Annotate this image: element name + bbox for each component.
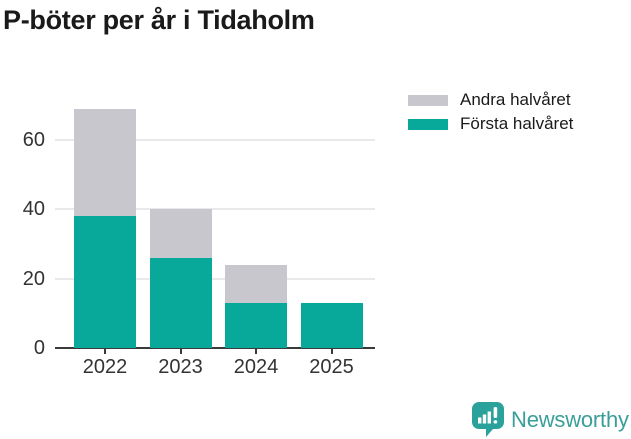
x-tick-mark — [104, 348, 106, 354]
bar-segment-2022-första-halvåret — [74, 216, 136, 348]
brand-name: Newsworthy — [511, 406, 629, 432]
legend: Andra halvåret Första halvåret — [408, 88, 573, 136]
legend-swatch-teal — [408, 118, 448, 130]
x-tick-mark — [179, 348, 182, 354]
legend-label: Första halvåret — [460, 114, 574, 133]
x-tick-mark — [330, 348, 333, 354]
x-axis-line — [55, 346, 375, 349]
bar-segment-2024-första-halvåret — [225, 302, 287, 348]
x-tick-mark — [255, 348, 257, 354]
x-tick-label: 2024 — [233, 356, 279, 378]
y-tick-label: 60 — [22, 129, 45, 152]
bar-segment-2024-andra-halvåret — [225, 264, 287, 303]
bar-segment-2025-första-halvåret — [300, 302, 363, 348]
y-tick-label: 40 — [22, 198, 45, 221]
grid-line — [55, 277, 375, 280]
bar-segment-2023-första-halvåret — [149, 257, 212, 348]
grid-line — [55, 139, 375, 142]
chart-title: P-böter per år i Tidaholm — [3, 5, 315, 35]
legend-item-andra-halvaret: Andra halvåret — [408, 88, 573, 112]
grid-line — [55, 208, 375, 211]
bar-segment-2023-andra-halvåret — [149, 209, 212, 258]
newsworthy-logo: Newsworthy — [472, 402, 629, 437]
y-tick-label: 20 — [22, 267, 45, 290]
legend-swatch-gray — [408, 94, 448, 106]
legend-item-forsta-halvaret: Första halvåret — [408, 112, 573, 136]
bar-chart-speech-bubble-icon — [472, 402, 504, 437]
legend-label: Andra halvåret — [460, 90, 571, 109]
y-axis: 0 20 40 60 — [0, 95, 45, 359]
x-tick-label: 2023 — [158, 356, 203, 378]
plot-area: 2022 2023 2024 2025 — [55, 95, 375, 378]
y-tick-label: 0 — [33, 337, 45, 359]
bar-segment-2022-andra-halvåret — [74, 108, 136, 217]
x-tick-label: 2025 — [309, 356, 354, 378]
x-tick-label: 2022 — [82, 356, 128, 378]
